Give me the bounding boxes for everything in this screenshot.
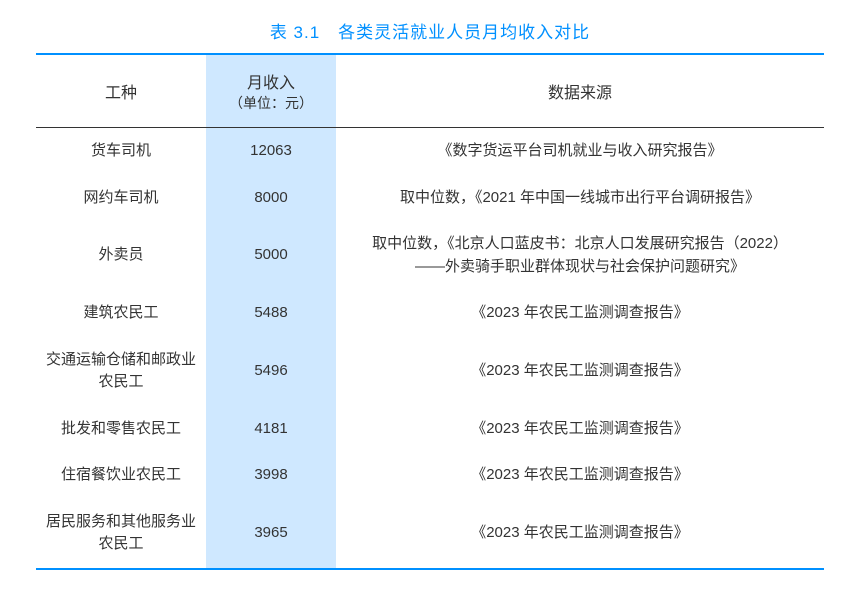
cell-income: 3965: [206, 499, 336, 569]
table-row: 住宿餐饮业农民工 3998 《2023 年农民工监测调查报告》: [36, 452, 824, 499]
table-row: 交通运输仓储和邮政业农民工 5496 《2023 年农民工监测调查报告》: [36, 337, 824, 406]
table-row: 批发和零售农民工 4181 《2023 年农民工监测调查报告》: [36, 406, 824, 453]
table-row: 货车司机 12063 《数字货运平台司机就业与收入研究报告》: [36, 128, 824, 175]
cell-job: 批发和零售农民工: [36, 406, 206, 453]
cell-job: 外卖员: [36, 221, 206, 290]
table-title: 表 3.1 各类灵活就业人员月均收入对比: [36, 18, 824, 43]
cell-source: 《2023 年农民工监测调查报告》: [336, 452, 824, 499]
cell-income: 12063: [206, 128, 336, 175]
cell-source: 《2023 年农民工监测调查报告》: [336, 499, 824, 569]
col-header-job: 工种: [36, 54, 206, 128]
cell-source: 《2023 年农民工监测调查报告》: [336, 406, 824, 453]
cell-income: 5496: [206, 337, 336, 406]
cell-income: 4181: [206, 406, 336, 453]
col-header-income-unit: （单位：元）: [212, 93, 330, 113]
table-header-row: 工种 月收入 （单位：元） 数据来源: [36, 54, 824, 128]
cell-source: 取中位数，《北京人口蓝皮书：北京人口发展研究报告（2022）——外卖骑手职业群体…: [336, 221, 824, 290]
cell-job: 住宿餐饮业农民工: [36, 452, 206, 499]
cell-income: 5000: [206, 221, 336, 290]
cell-income: 3998: [206, 452, 336, 499]
cell-job: 网约车司机: [36, 175, 206, 222]
income-table: 工种 月收入 （单位：元） 数据来源 货车司机 12063 《数字货运平台司机就…: [36, 53, 824, 570]
cell-job: 货车司机: [36, 128, 206, 175]
cell-income: 8000: [206, 175, 336, 222]
cell-source: 《2023 年农民工监测调查报告》: [336, 290, 824, 337]
table-row: 居民服务和其他服务业农民工 3965 《2023 年农民工监测调查报告》: [36, 499, 824, 569]
cell-source: 《数字货运平台司机就业与收入研究报告》: [336, 128, 824, 175]
cell-income: 5488: [206, 290, 336, 337]
table-row: 外卖员 5000 取中位数，《北京人口蓝皮书：北京人口发展研究报告（2022）—…: [36, 221, 824, 290]
table-row: 建筑农民工 5488 《2023 年农民工监测调查报告》: [36, 290, 824, 337]
table-body: 货车司机 12063 《数字货运平台司机就业与收入研究报告》 网约车司机 800…: [36, 128, 824, 569]
col-header-income-label: 月收入: [247, 75, 295, 92]
cell-job: 交通运输仓储和邮政业农民工: [36, 337, 206, 406]
cell-job: 居民服务和其他服务业农民工: [36, 499, 206, 569]
cell-source: 取中位数，《2021 年中国一线城市出行平台调研报告》: [336, 175, 824, 222]
cell-job: 建筑农民工: [36, 290, 206, 337]
table-row: 网约车司机 8000 取中位数，《2021 年中国一线城市出行平台调研报告》: [36, 175, 824, 222]
cell-source: 《2023 年农民工监测调查报告》: [336, 337, 824, 406]
col-header-income: 月收入 （单位：元）: [206, 54, 336, 128]
col-header-source: 数据来源: [336, 54, 824, 128]
